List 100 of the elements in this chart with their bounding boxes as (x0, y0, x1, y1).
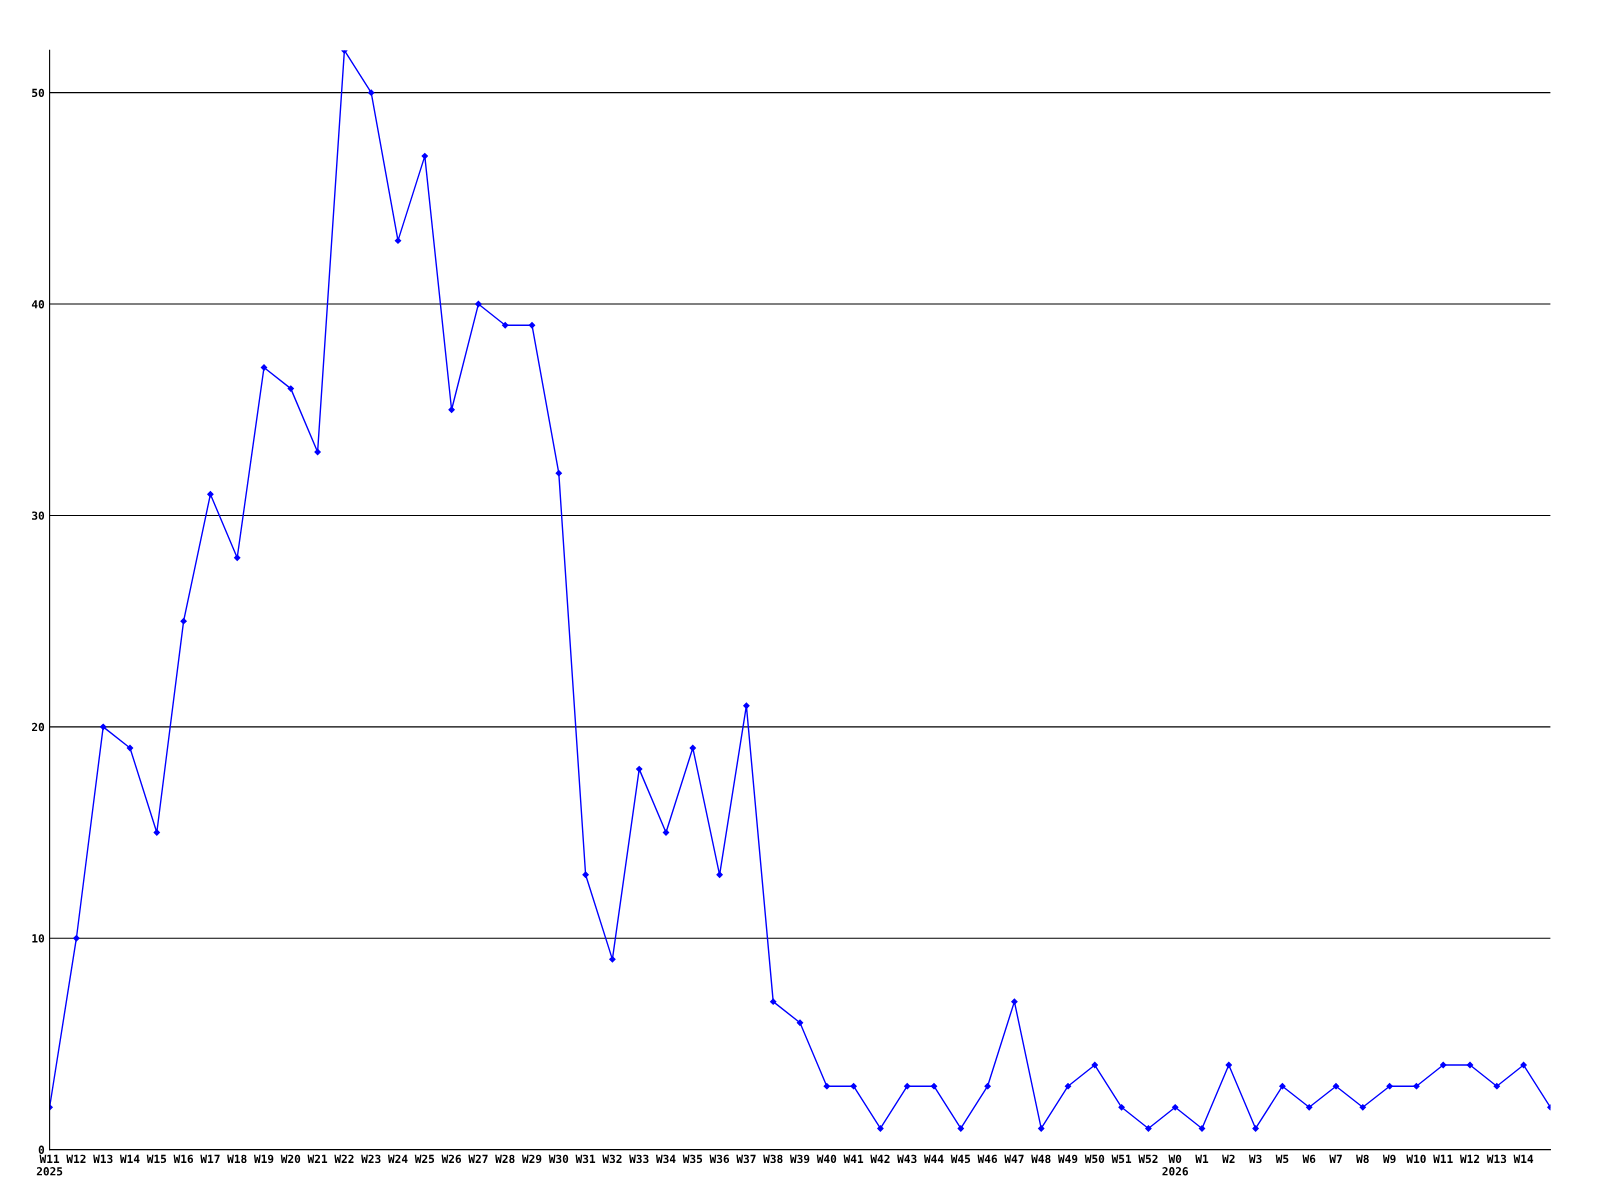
x-tick-label: W51 (1111, 1154, 1132, 1164)
point (1064, 1083, 1072, 1090)
x-tick-label: W43 (897, 1154, 917, 1164)
point (368, 89, 375, 96)
x-tick-label: W36 (709, 1154, 730, 1164)
point (126, 744, 134, 752)
point (1440, 1061, 1447, 1069)
point (1172, 1104, 1179, 1111)
x-tick-label: W48 (1031, 1154, 1051, 1164)
x-tick-label: W7 (1329, 1154, 1342, 1163)
point (1413, 1083, 1420, 1090)
x-tick-label: W27 (468, 1154, 488, 1163)
x-tick-label: W31 (575, 1154, 596, 1164)
x-tick-label: W47 (1004, 1154, 1024, 1163)
x-tick-label: W13 (93, 1154, 113, 1164)
x-tick-label: W41 (843, 1154, 864, 1163)
x-tick-label: W9 (1382, 1154, 1396, 1164)
point (716, 871, 723, 878)
x-tick-label: W24 (387, 1154, 408, 1163)
x-tick-label: W20 (280, 1154, 301, 1164)
x-tick-label: W21 (307, 1154, 328, 1163)
x-tick-label: W11 2025 (36, 1154, 63, 1176)
x-tick-label: W35 (682, 1154, 703, 1164)
point (234, 554, 241, 561)
x-tick-label: W8 (1356, 1154, 1369, 1164)
x-tick-label: W22 (334, 1154, 354, 1163)
x-tick-label: W12 (1459, 1154, 1480, 1163)
x-tick-label: W34 (655, 1154, 676, 1164)
point (475, 300, 482, 308)
x-tick-label: W2 (1222, 1154, 1235, 1163)
point (1466, 1061, 1474, 1069)
point (1359, 1104, 1366, 1111)
x-tick-label: W23 (361, 1154, 381, 1164)
point (394, 237, 402, 244)
x-tick-label: W12 (66, 1154, 86, 1163)
point (823, 1083, 830, 1090)
point (1118, 1104, 1125, 1111)
point (502, 322, 509, 329)
point (528, 322, 536, 329)
x-tick-label: W52 (1138, 1154, 1158, 1164)
point (1011, 998, 1018, 1005)
point (1145, 1125, 1152, 1132)
x-tick-label: W6 (1302, 1154, 1316, 1164)
point (314, 448, 321, 456)
point (1386, 1083, 1393, 1090)
x-tick-label: W39 (789, 1154, 810, 1164)
x-tick-label: W13 (1486, 1154, 1507, 1164)
point (1091, 1061, 1098, 1069)
point (636, 765, 643, 773)
point (1306, 1104, 1313, 1111)
x-tick-label: W28 (495, 1154, 515, 1164)
y-tick-label: 0 (38, 1145, 45, 1154)
x-tick-label: W11 (1433, 1154, 1453, 1163)
x-tick-label: W45 (950, 1154, 971, 1164)
x-tick-label: W46 (977, 1154, 998, 1164)
x-tick-label: W26 (441, 1154, 462, 1164)
x-tick-label: W18 (227, 1154, 247, 1164)
point (984, 1083, 991, 1090)
point (796, 1019, 804, 1026)
point (555, 470, 562, 477)
x-tick-label: W38 (763, 1154, 783, 1164)
x-tick-label: W40 (816, 1154, 837, 1164)
point (957, 1125, 964, 1132)
point (930, 1083, 938, 1090)
point (180, 617, 187, 625)
x-tick-label: W0 2026 (1162, 1154, 1188, 1176)
point (421, 152, 428, 160)
x-tick-label: W15 (146, 1154, 167, 1164)
x-tick-label: W37 (736, 1154, 756, 1164)
y-tick-label: 40 (31, 300, 45, 309)
y-tick-label: 20 (31, 722, 45, 732)
point (207, 491, 214, 498)
x-tick-label: W1 (1195, 1154, 1209, 1163)
point (1252, 1125, 1259, 1132)
x-tick-label: W44 (923, 1154, 944, 1163)
point (73, 935, 80, 942)
x-tick-label: W42 (870, 1154, 890, 1163)
x-tick-label: W3 (1248, 1154, 1262, 1164)
x-tick-label: W32 (602, 1154, 622, 1164)
y-tick-label: 10 (32, 934, 45, 943)
x-tick-label: W49 (1057, 1154, 1078, 1164)
point (850, 1083, 857, 1090)
point (877, 1125, 884, 1132)
point (448, 406, 455, 413)
x-tick-label: W14 (119, 1154, 140, 1163)
point (1332, 1083, 1340, 1090)
point (1038, 1125, 1045, 1132)
x-tick-label: W50 (1084, 1154, 1105, 1164)
point (743, 702, 750, 709)
y-tick-label: 30 (32, 511, 45, 520)
x-tick-label: W25 (414, 1154, 435, 1164)
point (1225, 1061, 1232, 1069)
point (770, 998, 777, 1005)
x-tick-label: W33 (629, 1154, 649, 1164)
x-tick-label: W16 (173, 1154, 194, 1164)
point (100, 723, 107, 730)
point (582, 871, 589, 878)
point (287, 385, 294, 392)
point (1520, 1061, 1527, 1069)
x-tick-label: W29 (521, 1154, 542, 1164)
